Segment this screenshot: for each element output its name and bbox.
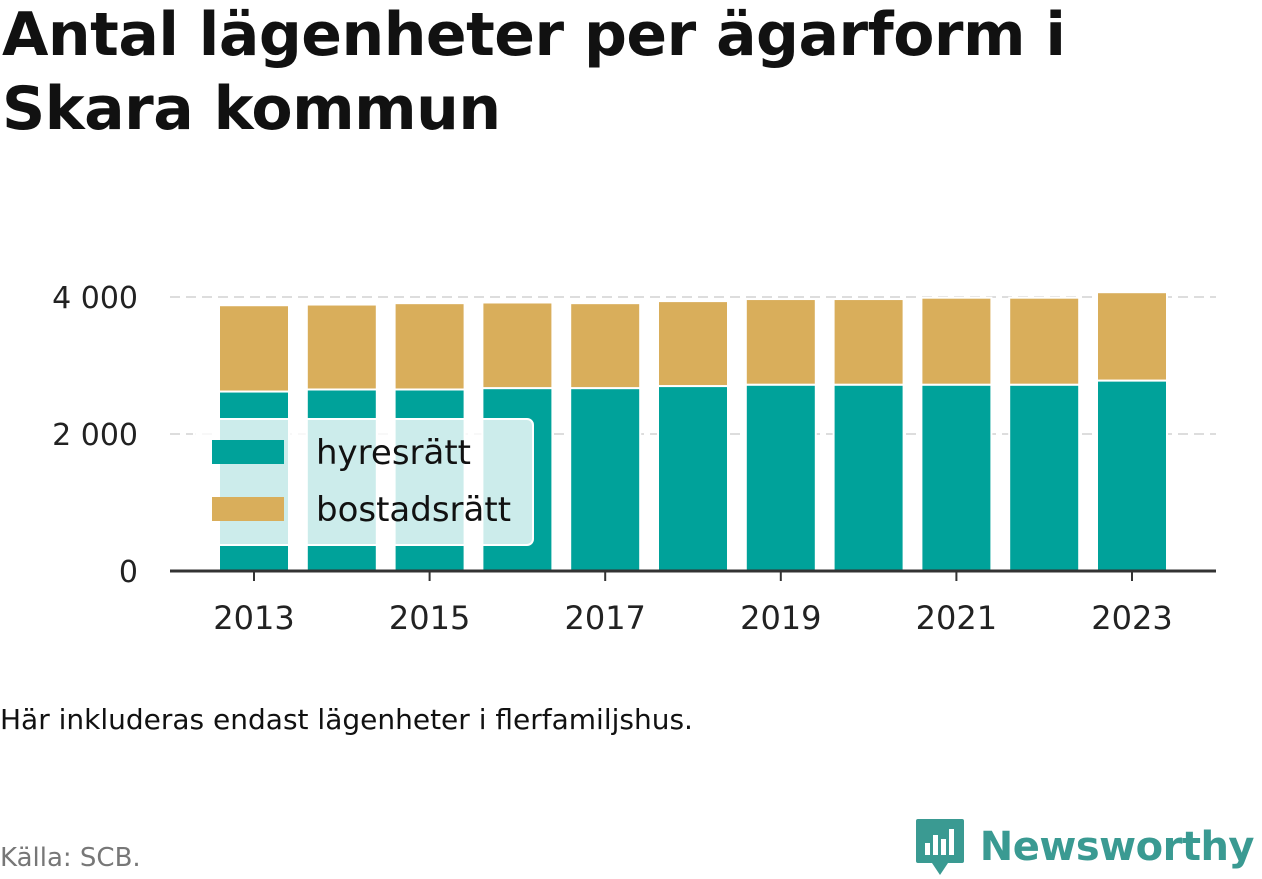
source-label: Källa: SCB. [0, 843, 141, 873]
brand-logo[interactable]: Newsworthy [914, 817, 1255, 877]
legend-label-bostadsratt: bostadsrätt [316, 490, 511, 530]
bar-hyresratt-2021 [920, 383, 993, 572]
bar-bostadsratt-2020 [832, 298, 905, 386]
legend-label-hyresratt: hyresrätt [316, 433, 471, 473]
brand-name: Newsworthy [979, 824, 1255, 870]
bar-bostadsratt-2021 [920, 296, 993, 386]
x-tick-label: 2013 [213, 599, 294, 637]
bar-hyresratt-2018 [657, 385, 729, 572]
newsworthy-logo-icon [915, 819, 964, 875]
x-tick-label: 2019 [740, 599, 821, 637]
bar-bostadsratt-2022 [1008, 296, 1081, 386]
legend-swatch-hyresratt [212, 440, 284, 464]
y-tick-label: 0 [119, 555, 138, 590]
bar-bostadsratt-2015 [393, 302, 466, 391]
footnote: Här inkluderas endast lägenheter i flerf… [0, 703, 693, 736]
bar-hyresratt-2023 [1096, 379, 1168, 572]
axes: 0 2 000 4 000 2013 2015 2017 2019 2021 2023 [52, 281, 1216, 637]
x-tick-label: 2015 [389, 599, 470, 637]
bar-chart: hyresrätt bostadsrätt 0 2 000 4 000 2013 2015… [52, 281, 1216, 637]
bar-hyresratt-2017 [569, 387, 642, 573]
legend-swatch-bostadsratt [212, 497, 284, 521]
bar-bostadsratt-2014 [305, 303, 378, 391]
x-tick-label: 2023 [1091, 599, 1172, 637]
bar-bostadsratt-2019 [744, 298, 817, 386]
bar-bostadsratt-2013 [218, 304, 290, 393]
y-tick-label: 2 000 [52, 418, 138, 453]
bar-hyresratt-2019 [744, 383, 817, 572]
bar-hyresratt-2020 [832, 383, 905, 572]
x-tick-label: 2017 [564, 599, 645, 637]
legend: hyresrätt bostadsrätt [193, 418, 534, 546]
bar-bostadsratt-2018 [657, 300, 729, 388]
bar-hyresratt-2022 [1008, 383, 1081, 572]
y-tick-label: 4 000 [52, 281, 138, 316]
bar-bostadsratt-2016 [481, 301, 554, 390]
x-tick-label: 2021 [916, 599, 997, 637]
chart-title: Antal lägenheter per ägarform i Skara ko… [2, 0, 1066, 144]
bar-bostadsratt-2017 [569, 302, 642, 390]
bar-bostadsratt-2023 [1096, 291, 1168, 382]
